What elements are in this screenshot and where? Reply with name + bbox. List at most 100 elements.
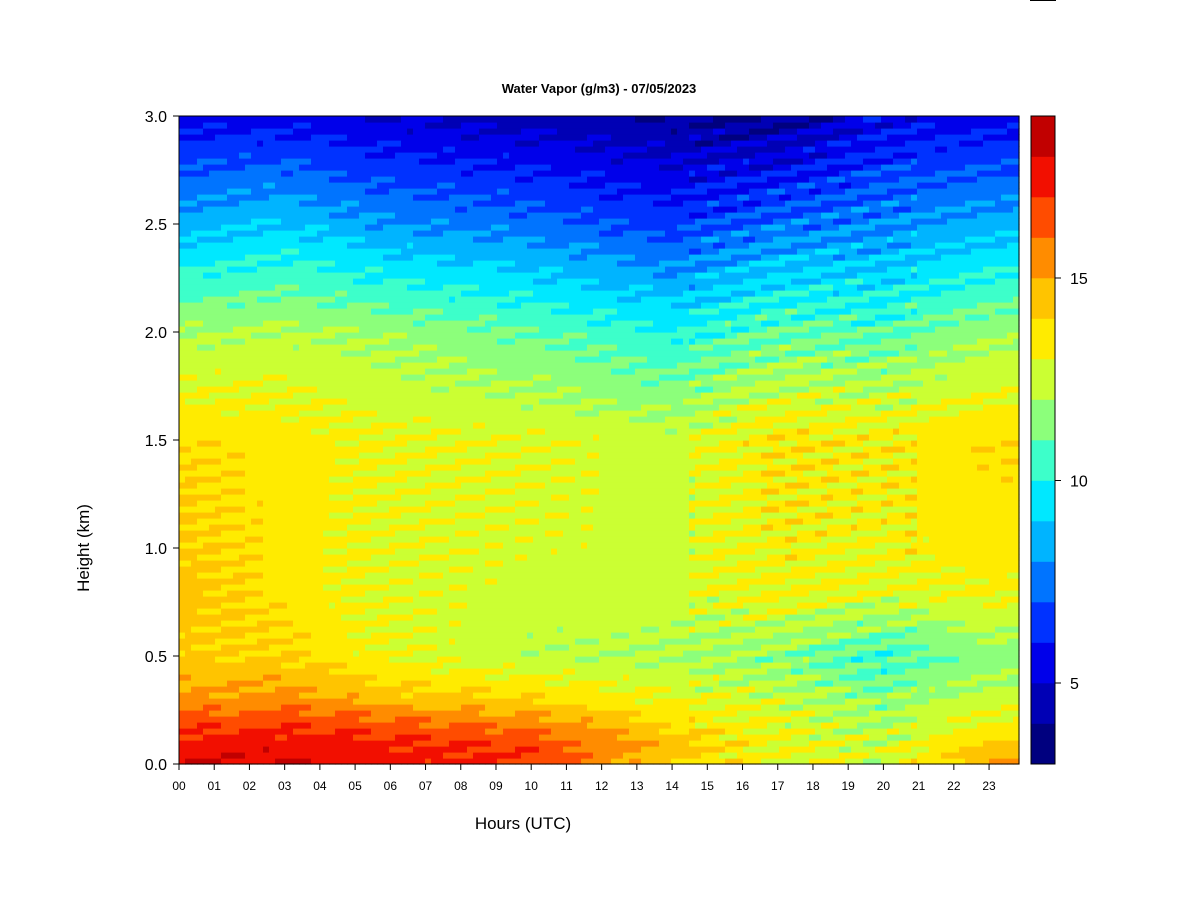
- heatmap-cell: [335, 224, 342, 231]
- heatmap-cell: [323, 698, 330, 705]
- heatmap-cell: [347, 212, 354, 219]
- heatmap-cell: [293, 350, 300, 357]
- heatmap-cell: [371, 254, 378, 261]
- heatmap-cell: [245, 752, 252, 759]
- heatmap-cell: [335, 716, 342, 723]
- heatmap-cell: [377, 212, 384, 219]
- heatmap-cell: [323, 248, 330, 255]
- heatmap-cell: [281, 758, 288, 765]
- heatmap-cell: [257, 632, 264, 639]
- heatmap-cell: [305, 734, 312, 741]
- heatmap-cell: [359, 620, 366, 627]
- heatmap-cell: [179, 590, 186, 597]
- heatmap-cell: [449, 332, 456, 339]
- heatmap-cell: [293, 374, 300, 381]
- heatmap-cell: [317, 380, 324, 387]
- heatmap-cell: [275, 716, 282, 723]
- heatmap-cell: [227, 368, 234, 375]
- heatmap-cell: [347, 674, 354, 681]
- heatmap-cell: [341, 302, 348, 309]
- heatmap-cell: [275, 392, 282, 399]
- heatmap-cell: [425, 356, 432, 363]
- chart-title: Water Vapor (g/m3) - 07/05/2023: [502, 81, 697, 96]
- heatmap-cell: [305, 464, 312, 471]
- heatmap-cell: [401, 308, 408, 315]
- heatmap-cell: [275, 626, 282, 633]
- heatmap-cell: [395, 404, 402, 411]
- heatmap-cell: [431, 740, 438, 747]
- heatmap-cell: [305, 644, 312, 651]
- heatmap-cell: [257, 560, 264, 567]
- heatmap-cell: [365, 614, 372, 621]
- heatmap-cell: [197, 122, 204, 129]
- heatmap-cell: [353, 752, 360, 759]
- heatmap-cell: [407, 488, 414, 495]
- heatmap-cell: [293, 488, 300, 495]
- heatmap-cell: [305, 410, 312, 417]
- heatmap-cell: [257, 680, 264, 687]
- heatmap-cell: [347, 356, 354, 363]
- heatmap-cell: [383, 164, 390, 171]
- heatmap-cell: [215, 182, 222, 189]
- heatmap-cell: [203, 626, 210, 633]
- heatmap-cell: [197, 248, 204, 255]
- heatmap-cell: [449, 524, 456, 531]
- heatmap-cell: [275, 386, 282, 393]
- heatmap-cell: [419, 440, 426, 447]
- heatmap-cell: [317, 128, 324, 135]
- heatmap-cell: [443, 710, 450, 717]
- heatmap-cell: [221, 758, 228, 765]
- heatmap-cell: [377, 386, 384, 393]
- heatmap-cell: [203, 548, 210, 555]
- heatmap-cell: [353, 128, 360, 135]
- heatmap-cell: [443, 572, 450, 579]
- heatmap-cell: [251, 698, 258, 705]
- heatmap-cell: [281, 140, 288, 147]
- heatmap-cell: [317, 644, 324, 651]
- heatmap-cell: [353, 758, 360, 765]
- heatmap-cell: [317, 218, 324, 225]
- heatmap-cell: [227, 362, 234, 369]
- heatmap-cell: [437, 446, 444, 453]
- heatmap-cell: [335, 758, 342, 765]
- heatmap-cell: [269, 578, 276, 585]
- heatmap-cell: [203, 560, 210, 567]
- heatmap-cell: [287, 182, 294, 189]
- heatmap-cell: [425, 752, 432, 759]
- heatmap-cell: [233, 680, 240, 687]
- heatmap-cell: [443, 716, 450, 723]
- heatmap-cell: [281, 470, 288, 477]
- heatmap-cell: [401, 152, 408, 159]
- heatmap-cell: [263, 164, 270, 171]
- heatmap-cell: [335, 446, 342, 453]
- heatmap-cell: [431, 314, 438, 321]
- heatmap-cell: [281, 296, 288, 303]
- heatmap-cell: [233, 206, 240, 213]
- heatmap-cell: [203, 488, 210, 495]
- heatmap-cell: [221, 518, 228, 525]
- heatmap-cell: [305, 650, 312, 657]
- heatmap-cell: [269, 704, 276, 711]
- heatmap-cell: [233, 704, 240, 711]
- heatmap-cell: [401, 422, 408, 429]
- heatmap-cell: [257, 488, 264, 495]
- heatmap-cell: [185, 752, 192, 759]
- heatmap-cell: [407, 470, 414, 477]
- heatmap-cell: [341, 476, 348, 483]
- heatmap-cell: [221, 488, 228, 495]
- heatmap-cell: [179, 200, 186, 207]
- heatmap-cell: [305, 656, 312, 663]
- heatmap-cell: [347, 272, 354, 279]
- heatmap-cell: [377, 296, 384, 303]
- heatmap-cell: [389, 656, 396, 663]
- heatmap-cell: [209, 506, 216, 513]
- heatmap-cell: [281, 206, 288, 213]
- heatmap-cell: [341, 416, 348, 423]
- heatmap-cell: [275, 224, 282, 231]
- heatmap-cell: [317, 158, 324, 165]
- heatmap-cell: [191, 626, 198, 633]
- heatmap-cell: [269, 266, 276, 273]
- heatmap-cell: [419, 230, 426, 237]
- heatmap-cell: [233, 296, 240, 303]
- heatmap-cell: [215, 398, 222, 405]
